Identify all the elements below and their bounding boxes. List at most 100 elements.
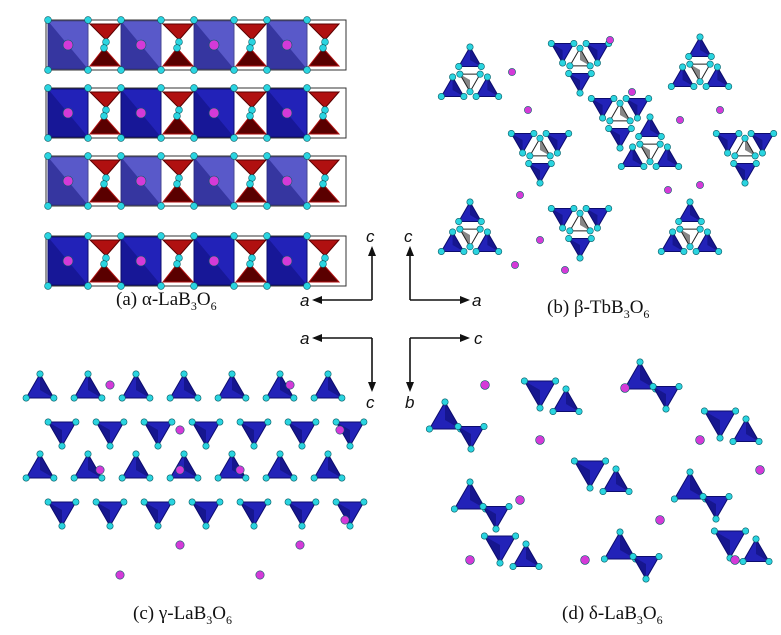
tetrahedron-facet bbox=[700, 37, 712, 57]
oxygen-atom bbox=[202, 442, 210, 450]
oxygen-atom bbox=[652, 163, 660, 171]
metal-atom bbox=[606, 36, 614, 44]
oxygen-atom bbox=[646, 158, 654, 166]
axes-a: a c bbox=[300, 227, 376, 310]
oxygen-atom bbox=[751, 152, 759, 160]
oxygen-atom bbox=[707, 52, 715, 60]
oxygen-atom bbox=[190, 202, 198, 210]
metal-atom bbox=[536, 236, 544, 244]
tetrahedron-facet bbox=[524, 381, 540, 408]
metal-atom bbox=[335, 425, 345, 435]
oxygen-atom bbox=[84, 450, 92, 458]
caption-subscript: 3 bbox=[206, 612, 213, 627]
oxygen-atom bbox=[712, 515, 720, 523]
tetrahedron-facet bbox=[240, 502, 254, 526]
oxygen-atom bbox=[536, 404, 544, 412]
oxygen-atom bbox=[742, 415, 750, 423]
borate-triangle bbox=[88, 183, 122, 203]
oxygen-atom bbox=[477, 62, 485, 70]
caption-formula: -LaB bbox=[597, 603, 637, 624]
oxygen-atom bbox=[633, 114, 641, 122]
tetrahedron-facet bbox=[620, 103, 631, 121]
tetrahedron-facet bbox=[288, 502, 302, 526]
oxygen-atom bbox=[157, 282, 165, 290]
oxygen-atom bbox=[157, 152, 165, 160]
oxygen-atom bbox=[649, 382, 657, 390]
caption-greek: β bbox=[573, 297, 584, 318]
tetrahedron-facet bbox=[280, 454, 294, 478]
tetrahedron-facet bbox=[484, 536, 500, 563]
oxygen-atom bbox=[593, 224, 601, 232]
oxygen-atom bbox=[752, 535, 760, 543]
metal-atom bbox=[655, 515, 665, 525]
tetrahedron-facet bbox=[40, 374, 54, 398]
metal-atom bbox=[664, 186, 672, 194]
tetrahedron-facet bbox=[470, 47, 482, 67]
oxygen-atom bbox=[332, 498, 340, 506]
oxygen-atom bbox=[117, 232, 125, 240]
caption-panel-c: (c) γ-LaB3O6 bbox=[133, 603, 232, 628]
oxygen-atom bbox=[562, 385, 570, 393]
borate-triangle bbox=[307, 23, 341, 41]
oxygen-atom bbox=[157, 232, 165, 240]
oxygen-atom bbox=[437, 93, 445, 101]
axis-label-d-horizontal: c bbox=[474, 329, 483, 348]
oxygen-atom bbox=[616, 144, 624, 152]
oxygen-atom bbox=[586, 484, 594, 492]
oxygen-atom bbox=[713, 63, 721, 71]
arrowhead bbox=[312, 296, 322, 304]
oxygen-atom bbox=[117, 66, 125, 74]
oxygen-atom bbox=[667, 83, 675, 91]
tetrahedron-facet bbox=[232, 374, 246, 398]
metal-atom bbox=[62, 39, 74, 51]
tetrahedron-facet bbox=[192, 422, 206, 446]
oxygen-atom bbox=[586, 227, 594, 235]
oxygen-atom bbox=[190, 16, 198, 24]
oxygen-atom bbox=[570, 205, 578, 213]
oxygen-atom bbox=[264, 418, 272, 426]
oxygen-atom bbox=[230, 16, 238, 24]
tetrahedron-facet bbox=[459, 229, 470, 247]
oxygen-atom bbox=[100, 44, 108, 52]
caption-subscript: 6 bbox=[210, 298, 217, 313]
tetrahedron-facet bbox=[640, 362, 656, 389]
oxygen-atom bbox=[675, 218, 683, 226]
oxygen-atom bbox=[319, 180, 327, 188]
tetrahedron-facet bbox=[716, 133, 728, 153]
oxygen-atom bbox=[449, 73, 457, 81]
oxygen-atom bbox=[702, 83, 710, 91]
tetrahedron-facet bbox=[445, 402, 461, 429]
oxygen-atom bbox=[202, 522, 210, 530]
oxygen-atom bbox=[44, 152, 52, 160]
borate-triangle bbox=[88, 263, 122, 283]
oxygen-atom bbox=[303, 282, 311, 290]
metal-atom bbox=[255, 570, 265, 580]
oxygen-atom bbox=[526, 152, 534, 160]
oxygen-atom bbox=[84, 282, 92, 290]
metal-atom bbox=[695, 435, 705, 445]
oxygen-atom bbox=[758, 149, 766, 157]
oxygen-atom bbox=[599, 487, 607, 495]
oxygen-atom bbox=[230, 202, 238, 210]
oxygen-atom bbox=[44, 16, 52, 24]
metal-atom bbox=[620, 383, 630, 393]
oxygen-atom bbox=[480, 422, 488, 430]
tetrahedron-facet bbox=[746, 419, 759, 442]
oxygen-atom bbox=[476, 70, 484, 78]
oxygen-atom bbox=[214, 394, 222, 402]
borate-triangle bbox=[307, 47, 341, 67]
borate-triangle bbox=[307, 159, 341, 177]
oxygen-atom bbox=[173, 44, 181, 52]
oxygen-atom bbox=[180, 450, 188, 458]
oxygen-atom bbox=[724, 149, 732, 157]
oxygen-atom bbox=[731, 152, 739, 160]
oxygen-atom bbox=[622, 95, 630, 103]
panel-c-structure bbox=[22, 370, 368, 580]
oxygen-atom bbox=[303, 232, 311, 240]
tetrahedron-facet bbox=[136, 374, 150, 398]
oxygen-atom bbox=[157, 16, 165, 24]
tetrahedron-facet bbox=[551, 208, 563, 228]
oxygen-atom bbox=[310, 474, 318, 482]
oxygen-atom bbox=[324, 370, 332, 378]
